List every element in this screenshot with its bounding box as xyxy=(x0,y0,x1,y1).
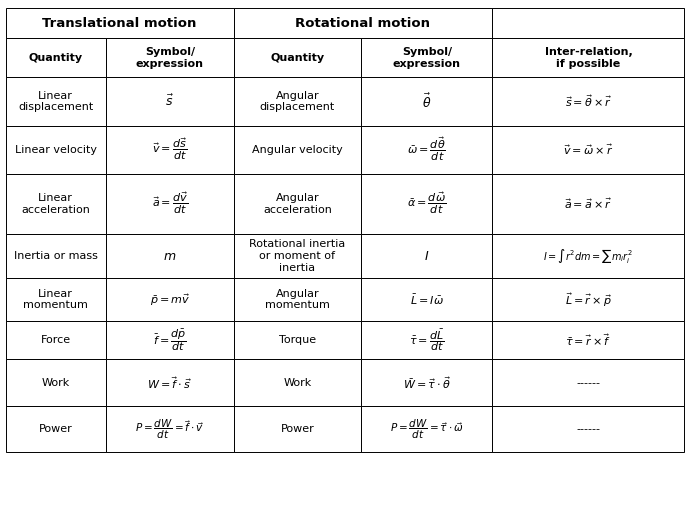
Bar xyxy=(106,278,234,321)
Text: $\bar{W}=\vec{\tau}\cdot\vec{\theta}$: $\bar{W}=\vec{\tau}\cdot\vec{\theta}$ xyxy=(403,375,451,391)
Bar xyxy=(493,174,684,234)
Text: $P=\dfrac{dW}{dt}=\vec{\tau}\cdot\vec{\omega}$: $P=\dfrac{dW}{dt}=\vec{\tau}\cdot\vec{\o… xyxy=(390,418,464,441)
Bar xyxy=(6,8,234,38)
Bar xyxy=(106,406,234,452)
Text: $\vec{a}=\dfrac{d\vec{v}}{dt}$: $\vec{a}=\dfrac{d\vec{v}}{dt}$ xyxy=(152,191,188,217)
Bar xyxy=(234,321,362,359)
Bar xyxy=(106,38,234,77)
Bar xyxy=(106,234,234,278)
Text: $\bar{\tau}=\dfrac{d\bar{L}}{dt}$: $\bar{\tau}=\dfrac{d\bar{L}}{dt}$ xyxy=(409,327,444,353)
Bar xyxy=(493,278,684,321)
Bar xyxy=(234,406,362,452)
Bar xyxy=(493,126,684,174)
Bar xyxy=(362,234,493,278)
Text: Quantity: Quantity xyxy=(270,53,324,63)
Text: $W=\vec{f}\cdot\vec{s}$: $W=\vec{f}\cdot\vec{s}$ xyxy=(148,375,193,391)
Bar xyxy=(234,234,362,278)
Text: $\vec{v}=\vec{\omega}\times\vec{r}$: $\vec{v}=\vec{\omega}\times\vec{r}$ xyxy=(563,142,613,157)
Text: $P=\dfrac{dW}{dt}=\vec{f}\cdot\vec{v}$: $P=\dfrac{dW}{dt}=\vec{f}\cdot\vec{v}$ xyxy=(135,418,204,441)
Text: Linear
momentum: Linear momentum xyxy=(23,289,88,311)
Text: Quantity: Quantity xyxy=(29,53,83,63)
Bar xyxy=(6,38,106,77)
Text: Linear
displacement: Linear displacement xyxy=(18,90,93,112)
Text: Power: Power xyxy=(39,424,72,435)
Bar xyxy=(362,359,493,406)
Bar xyxy=(234,77,362,126)
Bar xyxy=(234,174,362,234)
Text: $\bar{L}=I\bar{\omega}$: $\bar{L}=I\bar{\omega}$ xyxy=(410,292,444,307)
Text: $\bar{f}=\dfrac{d\bar{p}}{dt}$: $\bar{f}=\dfrac{d\bar{p}}{dt}$ xyxy=(153,327,187,353)
Bar xyxy=(106,126,234,174)
Bar xyxy=(362,321,493,359)
Bar xyxy=(362,278,493,321)
Text: Angular
momentum: Angular momentum xyxy=(265,289,330,311)
Text: Force: Force xyxy=(41,335,71,345)
Text: $\bar{\omega}=\dfrac{d\vec{\theta}}{dt}$: $\bar{\omega}=\dfrac{d\vec{\theta}}{dt}$ xyxy=(407,136,446,163)
Text: Angular
acceleration: Angular acceleration xyxy=(263,193,332,214)
Text: $I=\int r^2dm=\sum m_i r_i^2$: $I=\int r^2dm=\sum m_i r_i^2$ xyxy=(543,247,633,265)
Text: $\bar{\tau}=\vec{r}\times\vec{f}$: $\bar{\tau}=\vec{r}\times\vec{f}$ xyxy=(566,332,611,348)
Text: $I$: $I$ xyxy=(424,249,429,263)
Bar xyxy=(493,406,684,452)
Bar xyxy=(493,234,684,278)
Text: ------: ------ xyxy=(576,424,600,435)
Text: $\vec{s}=\vec{\theta}\times\vec{r}$: $\vec{s}=\vec{\theta}\times\vec{r}$ xyxy=(565,94,612,109)
Text: ------: ------ xyxy=(576,378,600,388)
Bar xyxy=(234,278,362,321)
Bar xyxy=(234,8,493,38)
Text: $\vec{L}=\vec{r}\times\vec{p}$: $\vec{L}=\vec{r}\times\vec{p}$ xyxy=(565,291,612,309)
Text: Translational motion: Translational motion xyxy=(42,17,197,29)
Bar xyxy=(362,77,493,126)
Bar xyxy=(493,38,684,77)
Bar xyxy=(106,359,234,406)
Bar xyxy=(106,77,234,126)
Bar xyxy=(6,126,106,174)
Text: Linear
acceleration: Linear acceleration xyxy=(21,193,90,214)
Text: Rotational inertia
or moment of
inertia: Rotational inertia or moment of inertia xyxy=(249,240,346,272)
Text: $m$: $m$ xyxy=(163,249,177,263)
Text: $\vec{s}$: $\vec{s}$ xyxy=(165,94,175,109)
Bar xyxy=(362,174,493,234)
Bar xyxy=(234,38,362,77)
Text: $\bar{\alpha}=\dfrac{d\vec{\omega}}{dt}$: $\bar{\alpha}=\dfrac{d\vec{\omega}}{dt}$ xyxy=(407,191,446,217)
Text: Angular
displacement: Angular displacement xyxy=(260,90,335,112)
Bar xyxy=(234,126,362,174)
Bar xyxy=(106,174,234,234)
Text: Symbol/
expression: Symbol/ expression xyxy=(136,47,204,69)
Text: Linear velocity: Linear velocity xyxy=(14,144,97,155)
Bar xyxy=(493,77,684,126)
Text: $\bar{p}=m\vec{v}$: $\bar{p}=m\vec{v}$ xyxy=(150,292,190,308)
Text: $\vec{a}=\vec{a}\times\vec{r}$: $\vec{a}=\vec{a}\times\vec{r}$ xyxy=(564,196,613,211)
Bar xyxy=(6,321,106,359)
Text: $\vec{\theta}$: $\vec{\theta}$ xyxy=(422,93,431,110)
Text: Work: Work xyxy=(284,378,312,388)
Bar xyxy=(493,359,684,406)
Bar xyxy=(6,406,106,452)
Bar xyxy=(362,406,493,452)
Text: Rotational motion: Rotational motion xyxy=(295,17,431,29)
Text: Torque: Torque xyxy=(279,335,316,345)
Text: $\vec{v}=\dfrac{d\vec{s}}{dt}$: $\vec{v}=\dfrac{d\vec{s}}{dt}$ xyxy=(152,137,188,162)
Text: Inter-relation,
if possible: Inter-relation, if possible xyxy=(544,47,632,69)
Bar xyxy=(234,359,362,406)
Bar xyxy=(106,321,234,359)
Bar xyxy=(6,174,106,234)
Text: Power: Power xyxy=(281,424,315,435)
Bar xyxy=(6,77,106,126)
Bar xyxy=(6,359,106,406)
Bar xyxy=(362,38,493,77)
Bar xyxy=(6,278,106,321)
Bar xyxy=(493,321,684,359)
Bar xyxy=(493,8,684,38)
Bar xyxy=(6,234,106,278)
Bar xyxy=(362,126,493,174)
Text: Inertia or mass: Inertia or mass xyxy=(14,251,98,261)
Text: Symbol/
expression: Symbol/ expression xyxy=(393,47,461,69)
Text: Work: Work xyxy=(41,378,70,388)
Text: Angular velocity: Angular velocity xyxy=(252,144,343,155)
